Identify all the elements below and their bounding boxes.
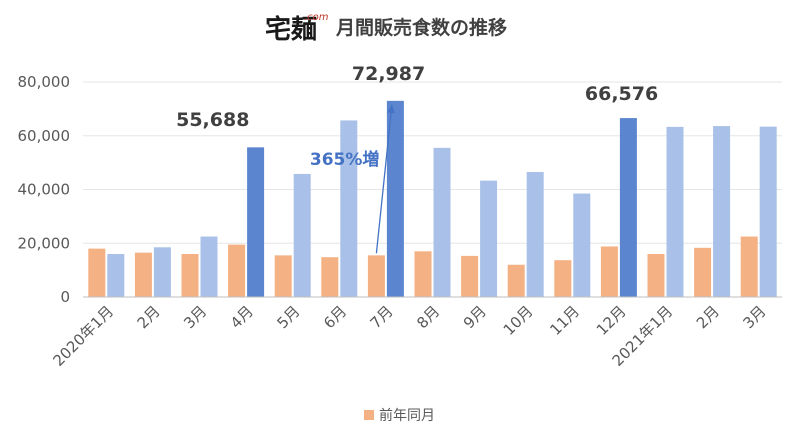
y-tick-label: 60,000 xyxy=(18,127,71,145)
bar-current xyxy=(713,126,731,297)
data-label-dec: 66,576 xyxy=(585,83,658,105)
x-tick-label: 5月 xyxy=(273,302,303,332)
bar-previous-year xyxy=(647,254,665,297)
bar-previous-year xyxy=(274,255,292,297)
bar-previous-year xyxy=(228,244,246,297)
bar-current xyxy=(247,147,265,297)
y-tick-label: 0 xyxy=(60,288,70,306)
x-tick-label: 7月 xyxy=(367,302,397,332)
annotations: 55,688 72,987 66,576 365%増 xyxy=(176,63,658,254)
x-tick-label: 9月 xyxy=(460,302,490,332)
bar-current xyxy=(759,126,777,297)
bar-current xyxy=(153,247,171,297)
x-tick-label: 11月 xyxy=(546,302,583,339)
bar-current xyxy=(666,126,684,297)
bar-current xyxy=(386,100,404,297)
bar-previous-year xyxy=(461,255,479,297)
legend: 前年同月 xyxy=(364,407,435,424)
bars xyxy=(88,100,777,298)
bar-previous-year xyxy=(134,252,152,297)
bar-current xyxy=(526,172,544,297)
bar-current xyxy=(433,147,451,297)
bar-previous-year xyxy=(414,251,432,297)
bar-current xyxy=(293,173,311,297)
logo-sub: .com xyxy=(304,12,329,23)
bar-current xyxy=(340,120,358,298)
logo: 宅麺 .com xyxy=(265,12,329,45)
bar-previous-year xyxy=(367,255,385,297)
bar-previous-year xyxy=(507,264,525,297)
bar-previous-year xyxy=(694,247,712,297)
chart-title: 月間販売食数の推移 xyxy=(335,16,507,39)
bar-current xyxy=(480,180,498,297)
data-label-apr: 55,688 xyxy=(176,109,249,131)
y-tick-label: 20,000 xyxy=(18,234,71,252)
x-tick-label: 2月 xyxy=(134,302,164,332)
bar-current xyxy=(619,118,637,298)
x-tick-label: 12月 xyxy=(593,302,630,339)
bar-current xyxy=(107,254,125,297)
bar-previous-year xyxy=(181,254,199,297)
y-axis-ticks: 0 20,000 40,000 60,000 80,000 xyxy=(18,73,71,306)
gridlines xyxy=(83,81,782,244)
bar-previous-year xyxy=(88,248,106,297)
x-tick-label: 4月 xyxy=(227,302,257,332)
bar-previous-year xyxy=(600,246,618,297)
x-tick-label: 2020年1月 xyxy=(49,302,117,370)
bar-previous-year xyxy=(740,236,758,297)
legend-swatch-previous-year xyxy=(364,410,374,420)
x-tick-label: 10月 xyxy=(500,302,537,339)
legend-label-previous-year: 前年同月 xyxy=(379,407,435,424)
growth-label: 365%増 xyxy=(310,149,380,170)
growth-arrow-line xyxy=(375,104,393,254)
logo-text: 宅麺 xyxy=(265,14,317,45)
x-tick-label: 2月 xyxy=(693,302,723,332)
bar-current xyxy=(200,236,218,297)
x-tick-label: 6月 xyxy=(320,302,350,332)
x-tick-label: 3月 xyxy=(739,302,769,332)
bar-previous-year xyxy=(321,257,339,297)
growth-arrow-head xyxy=(387,104,396,114)
bar-current xyxy=(573,193,591,297)
bar-previous-year xyxy=(554,260,572,297)
y-tick-label: 80,000 xyxy=(18,73,71,91)
x-tick-label: 3月 xyxy=(180,302,210,332)
x-tick-label: 8月 xyxy=(413,302,443,332)
data-label-jul: 72,987 xyxy=(352,63,425,85)
y-tick-label: 40,000 xyxy=(18,181,71,199)
